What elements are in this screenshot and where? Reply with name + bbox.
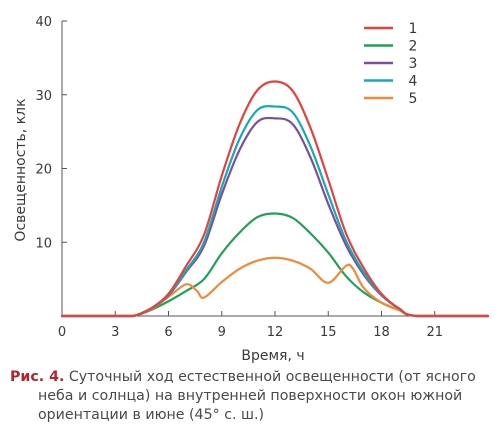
legend-label-3: 3 — [409, 56, 418, 72]
figure-caption: Рис. 4. Суточный ход естественной освеще… — [10, 368, 492, 425]
y-tick-label: 40 — [35, 15, 52, 30]
legend-label-4: 4 — [409, 74, 418, 90]
y-tick-label: 30 — [35, 89, 52, 104]
caption-text: Суточный ход естественной освещенности (… — [38, 369, 476, 423]
y-axis-label: Освещенность, клк — [13, 98, 29, 241]
legend-label-5: 5 — [409, 91, 418, 107]
x-tick-label: 18 — [373, 325, 390, 340]
legend-label-1: 1 — [409, 21, 418, 37]
x-tick-label: 6 — [164, 325, 172, 340]
x-tick-label: 9 — [218, 325, 226, 340]
legend: 1 23 45 — [364, 21, 418, 107]
x-tick-label: 21 — [426, 325, 443, 340]
series-line-3 — [60, 116, 490, 318]
series-layer — [60, 80, 490, 318]
x-tick-label: 12 — [267, 325, 284, 340]
series-line-4 — [60, 105, 490, 318]
x-axis-label: Время, ч — [241, 348, 304, 364]
series-line-1 — [60, 80, 490, 318]
series-line-5 — [60, 256, 490, 318]
caption-label: Рис. 4. — [10, 369, 65, 385]
series-line-2 — [60, 212, 490, 318]
x-tick-label: 15 — [320, 325, 337, 340]
x-tick-label: 3 — [111, 325, 119, 340]
y-tick-label: 20 — [35, 163, 52, 178]
y-tick-label: 10 — [35, 236, 52, 251]
legend-label-2: 2 — [409, 39, 418, 55]
x-tick-label: 0 — [58, 325, 66, 340]
